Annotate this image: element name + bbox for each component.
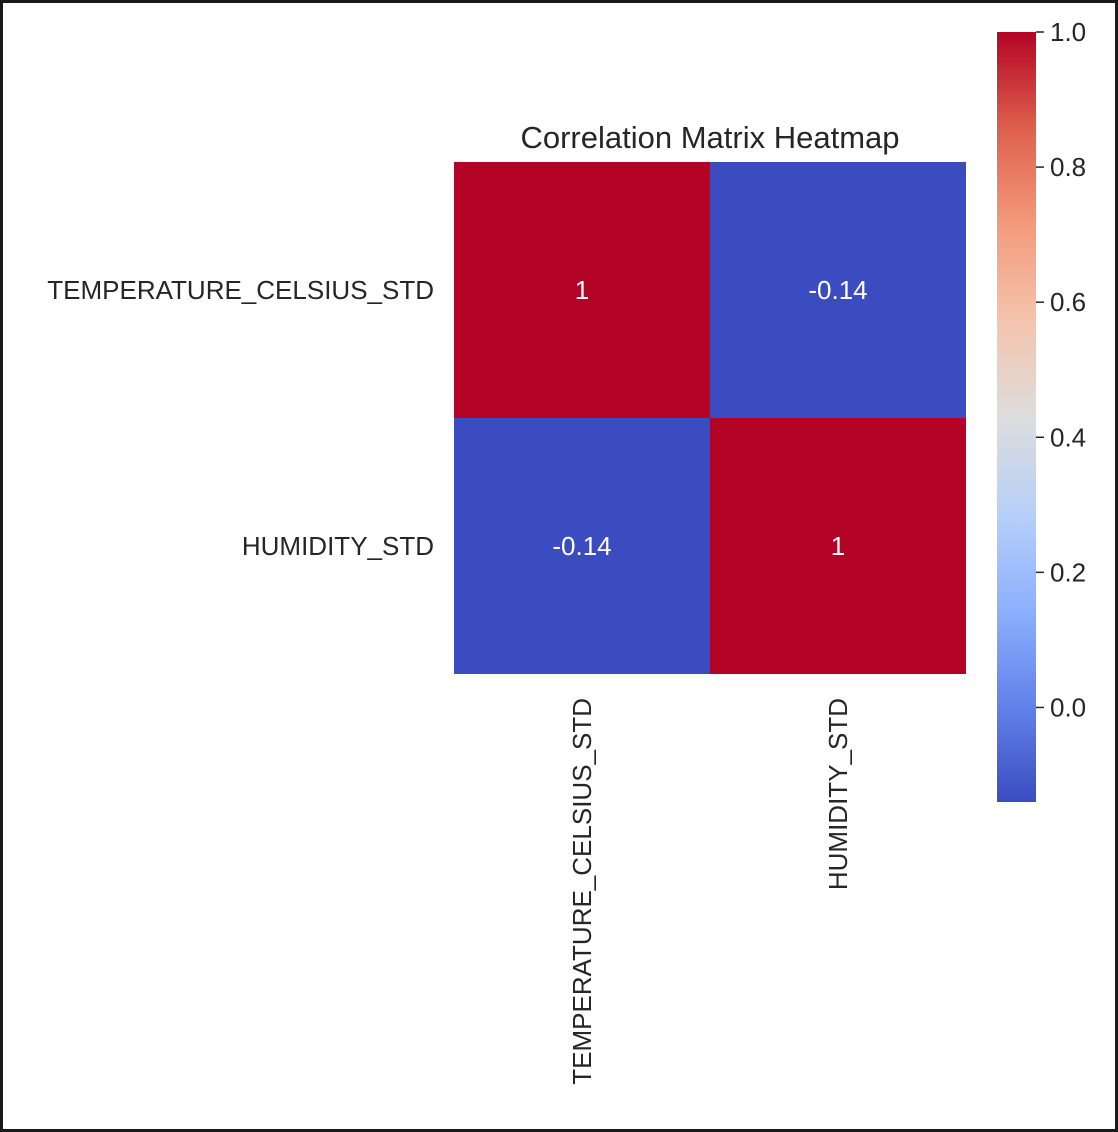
column-label: HUMIDITY_STD bbox=[823, 698, 853, 890]
colorbar-tick-label: 0.4 bbox=[1050, 422, 1086, 452]
row-label: TEMPERATURE_CELSIUS_STD bbox=[47, 275, 434, 305]
colorbar-tick-label: 0.0 bbox=[1050, 692, 1086, 722]
heatmap-cell bbox=[710, 162, 966, 418]
heatmap-cell bbox=[710, 418, 966, 674]
colorbar-tick-label: 0.6 bbox=[1050, 287, 1086, 317]
chart-title: Correlation Matrix Heatmap bbox=[520, 120, 899, 155]
row-labels: TEMPERATURE_CELSIUS_STD HUMIDITY_STD bbox=[47, 275, 434, 561]
cell-annotation: 1 bbox=[831, 531, 845, 561]
heatmap-cell bbox=[454, 162, 710, 418]
cell-annotation: -0.14 bbox=[552, 531, 611, 561]
cell-annotation: 1 bbox=[575, 275, 589, 305]
colorbar-tick-label: 0.8 bbox=[1050, 152, 1086, 182]
column-label: TEMPERATURE_CELSIUS_STD bbox=[567, 698, 597, 1085]
colorbar-tick-label: 0.2 bbox=[1050, 557, 1086, 587]
column-labels: TEMPERATURE_CELSIUS_STD HUMIDITY_STD bbox=[567, 698, 853, 1085]
row-label: HUMIDITY_STD bbox=[242, 531, 434, 561]
colorbar: 0.0 0.2 0.4 0.6 0.8 1.0 bbox=[997, 17, 1086, 802]
cell-annotation: -0.14 bbox=[808, 275, 867, 305]
colorbar-tick-label: 1.0 bbox=[1050, 17, 1086, 47]
colorbar-gradient bbox=[997, 32, 1036, 802]
heatmap-cells: 1 -0.14 -0.14 1 bbox=[454, 162, 966, 674]
heatmap-chart: Correlation Matrix Heatmap 1 -0.14 -0.14 1 … bbox=[47, 17, 1086, 1085]
heatmap-cell bbox=[454, 418, 710, 674]
